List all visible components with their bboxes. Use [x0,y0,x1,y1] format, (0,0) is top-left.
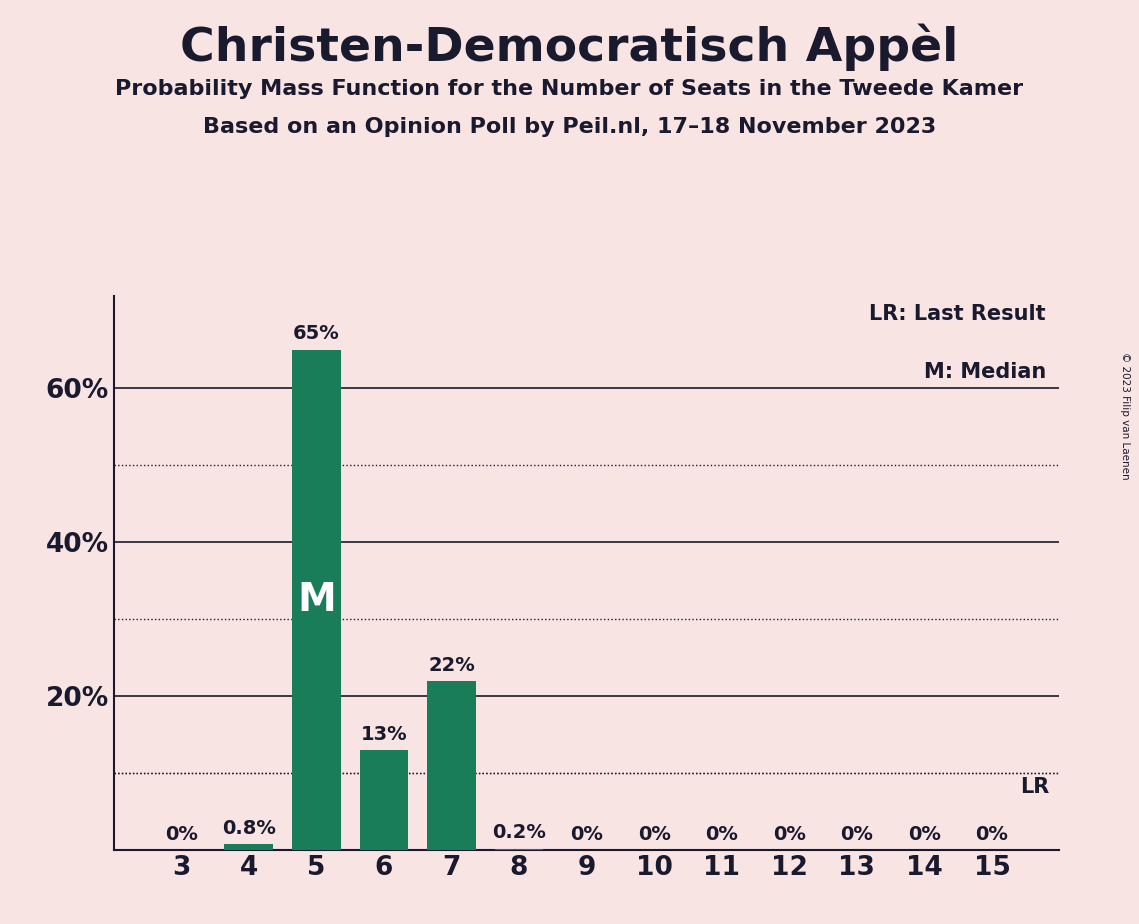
Text: 13%: 13% [361,724,408,744]
Text: Christen-Democratisch Appèl: Christen-Democratisch Appèl [180,23,959,70]
Text: 22%: 22% [428,655,475,675]
Text: 0%: 0% [908,825,941,844]
Text: M: Median: M: Median [924,362,1046,383]
Text: M: M [297,581,336,619]
Text: 65%: 65% [293,324,339,344]
Text: 0.8%: 0.8% [222,819,276,838]
Bar [224,844,273,850]
Text: © 2023 Filip van Laenen: © 2023 Filip van Laenen [1121,352,1130,480]
Text: 0%: 0% [165,825,198,844]
Bar [427,681,476,850]
Text: 0%: 0% [705,825,738,844]
Text: 0%: 0% [571,825,603,844]
Text: 0%: 0% [638,825,671,844]
Bar [494,848,543,850]
Text: 0%: 0% [773,825,805,844]
Text: Probability Mass Function for the Number of Seats in the Tweede Kamer: Probability Mass Function for the Number… [115,79,1024,99]
Text: 0%: 0% [841,825,874,844]
Bar [360,750,408,850]
Text: LR: Last Result: LR: Last Result [869,304,1046,324]
Bar [292,349,341,850]
Text: 0%: 0% [975,825,1008,844]
Text: LR: LR [1021,777,1049,796]
Text: Based on an Opinion Poll by Peil.nl, 17–18 November 2023: Based on an Opinion Poll by Peil.nl, 17–… [203,117,936,138]
Text: 0.2%: 0.2% [492,823,546,843]
